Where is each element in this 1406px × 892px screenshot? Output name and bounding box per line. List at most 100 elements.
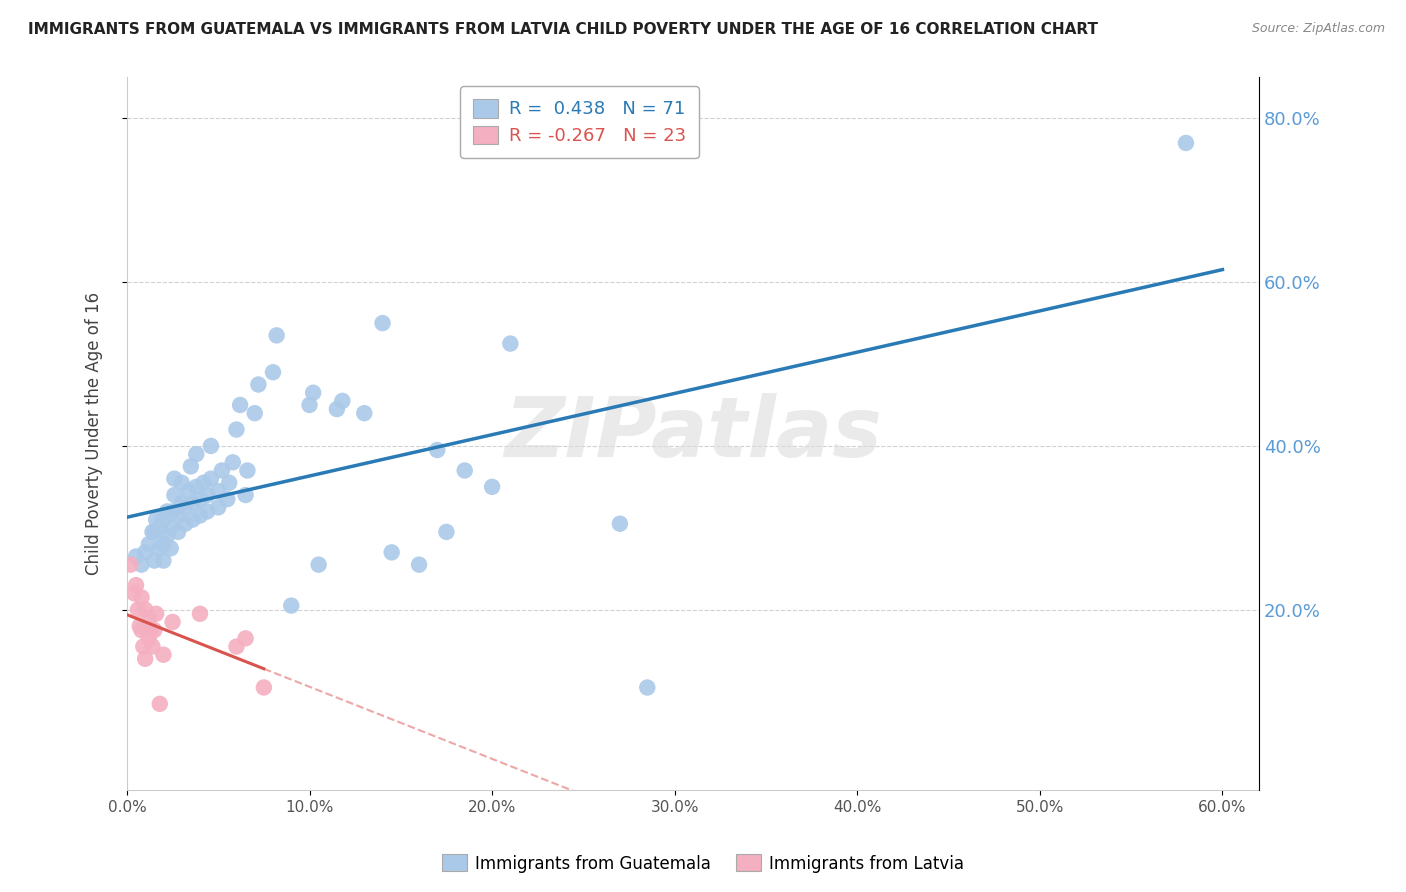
Point: [1174, 136, 1197, 150]
Point: [207, 483, 229, 498]
Point: [170, 475, 193, 490]
Point: [308, 558, 330, 572]
Point: [211, 463, 233, 477]
Point: [243, 406, 266, 420]
Point: [280, 599, 302, 613]
Point: [222, 455, 245, 469]
Point: [188, 508, 211, 523]
Point: [426, 443, 449, 458]
Point: [159, 541, 181, 556]
Point: [302, 385, 325, 400]
Point: [174, 516, 197, 531]
Point: [143, 524, 166, 539]
Y-axis label: Child Poverty Under the Age of 16: Child Poverty Under the Age of 16: [86, 292, 103, 575]
Point: [143, 553, 166, 567]
Point: [152, 648, 174, 662]
Point: [266, 328, 288, 343]
Point: [145, 513, 167, 527]
Point: [131, 591, 153, 605]
Point: [247, 377, 270, 392]
Text: ZIPatlas: ZIPatlas: [503, 393, 882, 475]
Legend: R =  0.438   N = 71, R = -0.267   N = 23: R = 0.438 N = 71, R = -0.267 N = 23: [461, 87, 699, 158]
Point: [188, 607, 211, 621]
Point: [152, 513, 174, 527]
Point: [138, 611, 160, 625]
Point: [217, 492, 239, 507]
Legend: Immigrants from Guatemala, Immigrants from Latvia: Immigrants from Guatemala, Immigrants fr…: [434, 847, 972, 880]
Point: [207, 500, 229, 515]
Point: [181, 496, 204, 510]
Point: [152, 537, 174, 551]
Point: [128, 619, 150, 633]
Point: [131, 558, 153, 572]
Point: [225, 423, 247, 437]
Point: [132, 640, 155, 654]
Point: [149, 697, 172, 711]
Point: [332, 393, 354, 408]
Point: [139, 623, 162, 637]
Point: [298, 398, 321, 412]
Point: [162, 504, 184, 518]
Point: [159, 521, 181, 535]
Point: [125, 578, 148, 592]
Point: [371, 316, 394, 330]
Point: [235, 632, 257, 646]
Point: [163, 488, 186, 502]
Point: [177, 483, 200, 498]
Point: [125, 549, 148, 564]
Point: [145, 607, 167, 621]
Point: [353, 406, 375, 420]
Point: [134, 652, 156, 666]
Point: [138, 632, 160, 646]
Point: [225, 640, 247, 654]
Point: [186, 447, 208, 461]
Point: [381, 545, 404, 559]
Point: [181, 513, 204, 527]
Point: [120, 558, 142, 572]
Point: [163, 472, 186, 486]
Point: [195, 488, 218, 502]
Point: [134, 603, 156, 617]
Point: [170, 496, 193, 510]
Point: [174, 500, 197, 515]
Point: [262, 365, 284, 379]
Point: [122, 586, 145, 600]
Point: [481, 480, 503, 494]
Point: [141, 524, 163, 539]
Point: [229, 398, 252, 412]
Point: [636, 681, 658, 695]
Text: Source: ZipAtlas.com: Source: ZipAtlas.com: [1251, 22, 1385, 36]
Point: [200, 439, 222, 453]
Point: [131, 623, 153, 637]
Point: [193, 475, 215, 490]
Point: [235, 488, 257, 502]
Point: [138, 537, 160, 551]
Point: [152, 553, 174, 567]
Point: [156, 504, 179, 518]
Point: [454, 463, 477, 477]
Point: [141, 640, 163, 654]
Point: [236, 463, 259, 477]
Point: [149, 541, 172, 556]
Point: [127, 603, 149, 617]
Point: [167, 524, 190, 539]
Point: [326, 402, 349, 417]
Point: [609, 516, 631, 531]
Point: [143, 623, 166, 637]
Point: [134, 545, 156, 559]
Point: [186, 480, 208, 494]
Point: [436, 524, 458, 539]
Point: [156, 529, 179, 543]
Point: [253, 681, 276, 695]
Point: [200, 472, 222, 486]
Point: [162, 615, 184, 629]
Point: [195, 504, 218, 518]
Point: [167, 508, 190, 523]
Point: [188, 492, 211, 507]
Text: IMMIGRANTS FROM GUATEMALA VS IMMIGRANTS FROM LATVIA CHILD POVERTY UNDER THE AGE : IMMIGRANTS FROM GUATEMALA VS IMMIGRANTS …: [28, 22, 1098, 37]
Point: [499, 336, 522, 351]
Point: [408, 558, 430, 572]
Point: [180, 459, 202, 474]
Point: [218, 475, 240, 490]
Point: [149, 521, 172, 535]
